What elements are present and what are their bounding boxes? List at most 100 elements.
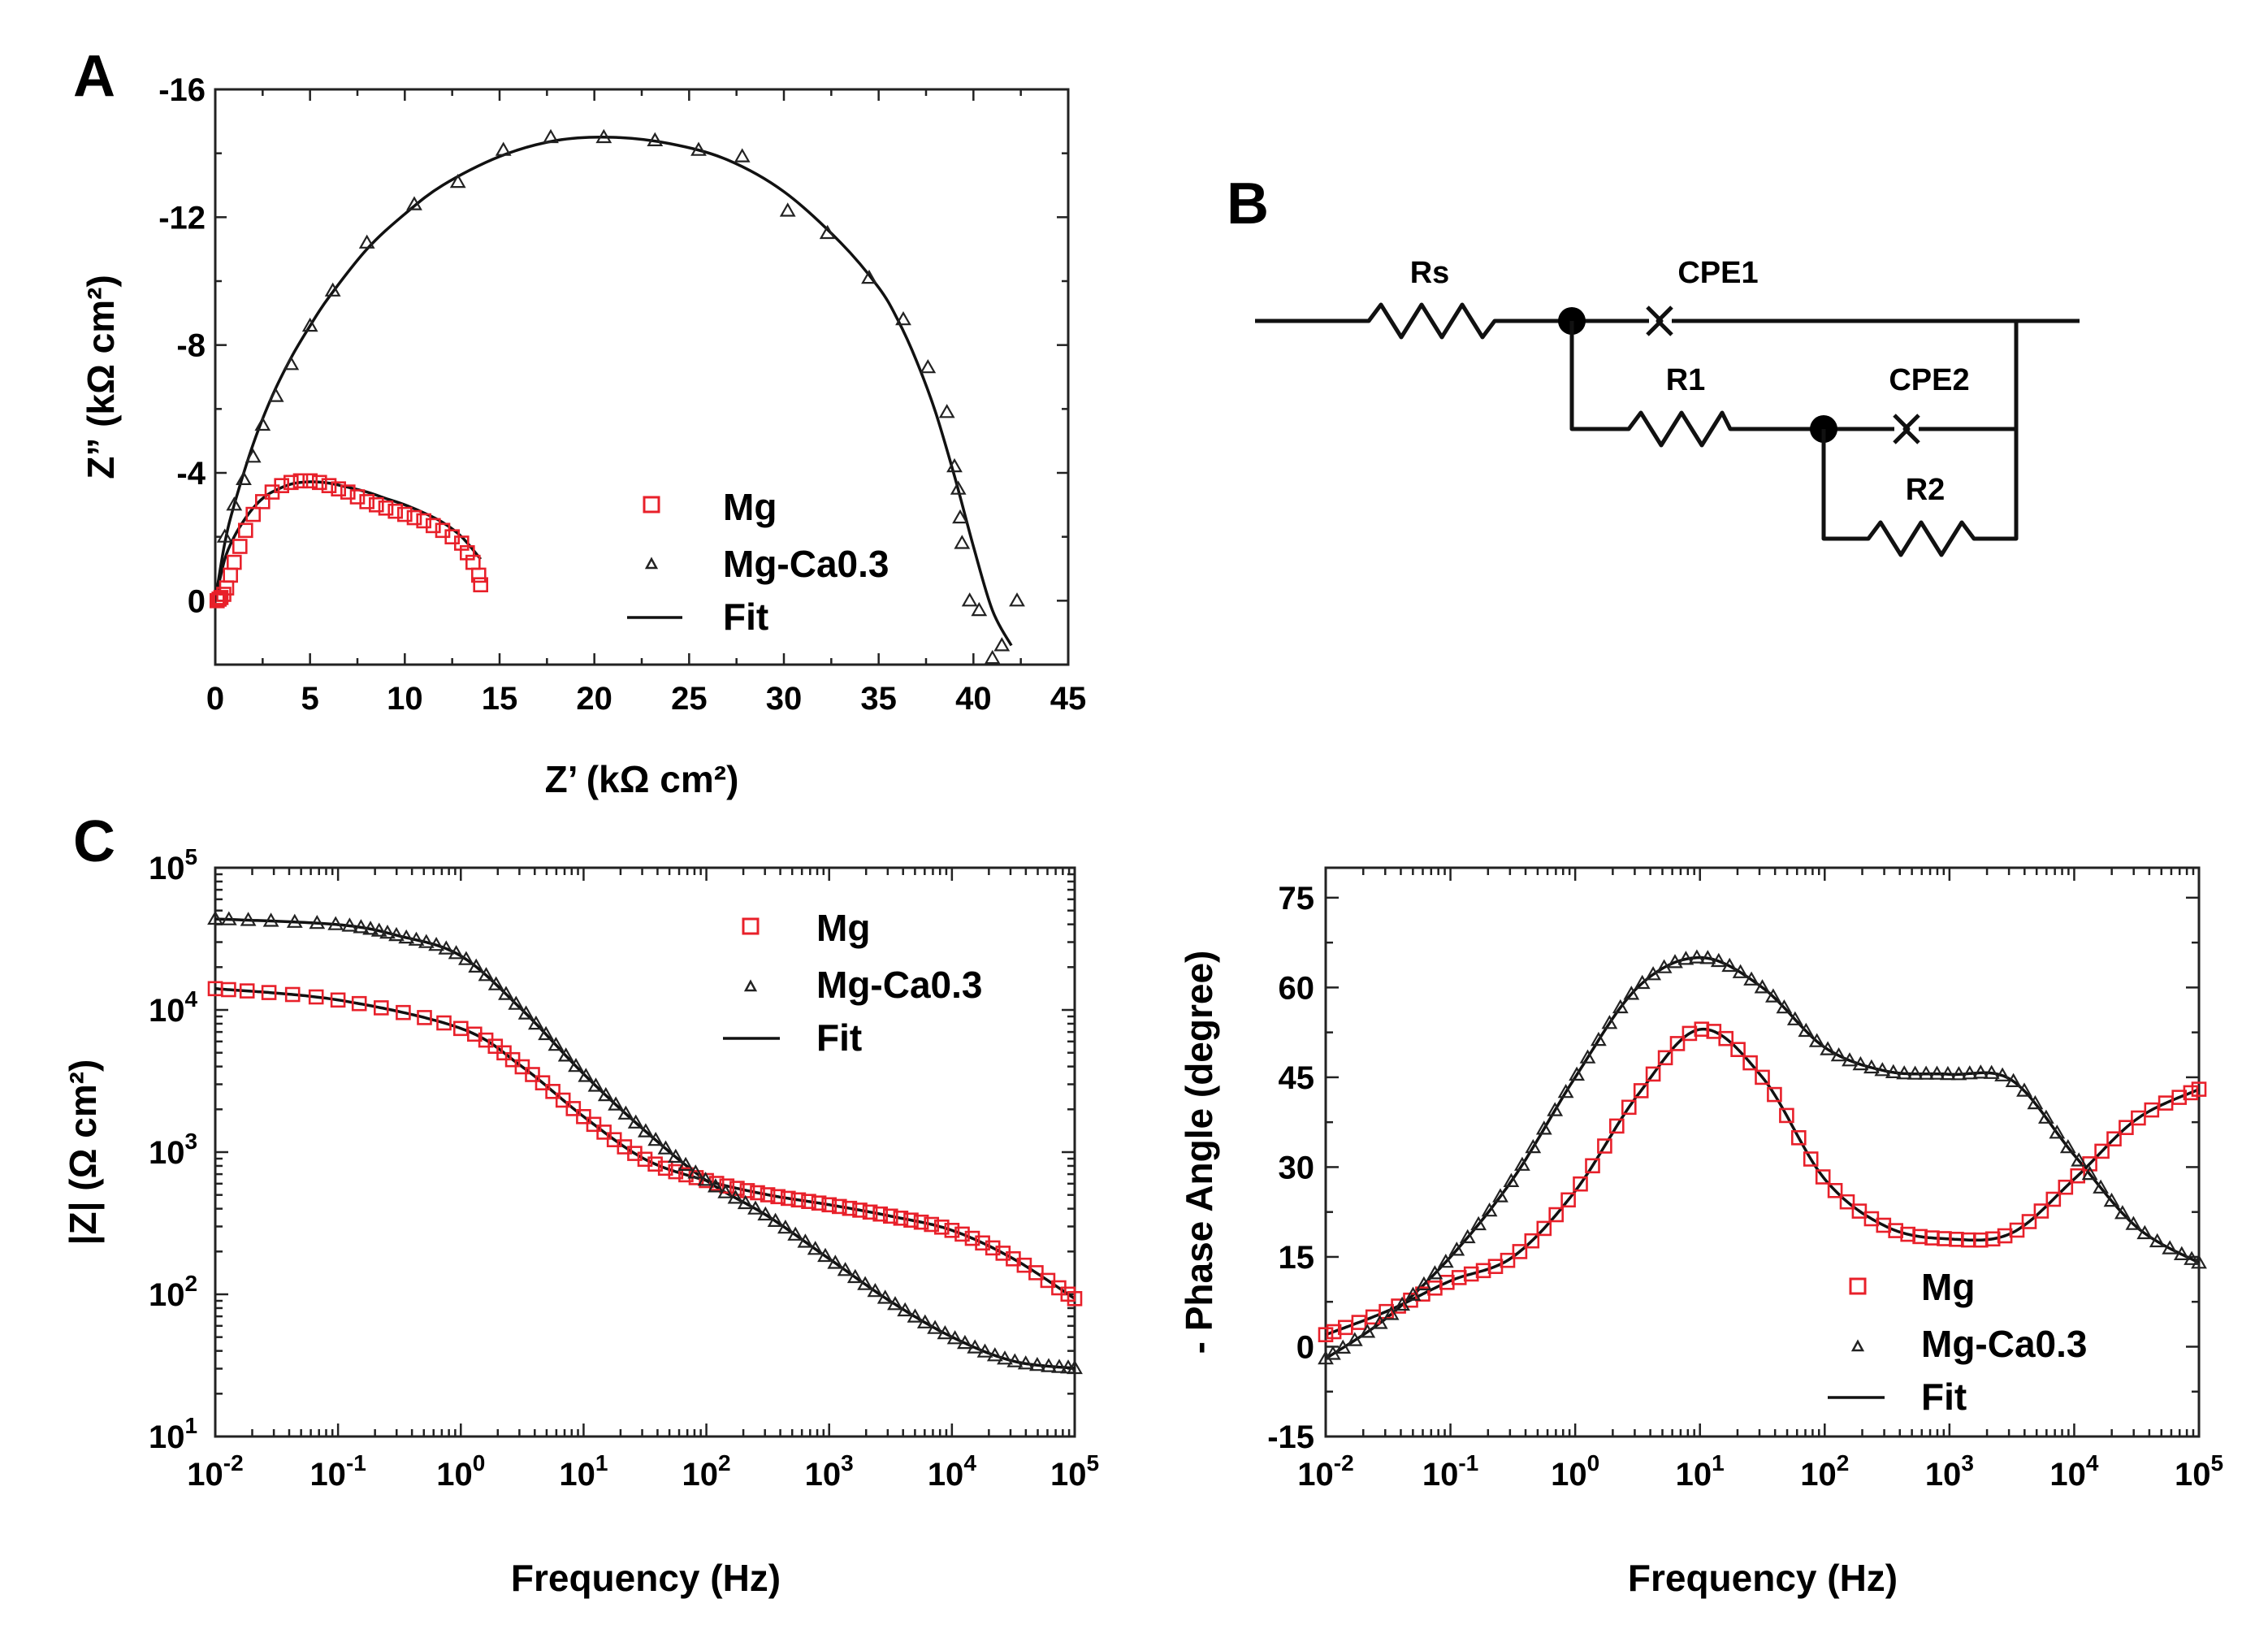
bode-impedance-y-axis-title: |Z| (Ω cm²) (62, 1060, 104, 1246)
bode-phase-mgca-point (2038, 1109, 2054, 1124)
bode-impedance-legend-mg-marker (742, 917, 760, 935)
nyquist-mg-point (396, 506, 413, 522)
bode-phase-mgca-point (1677, 951, 1695, 965)
bode-impedance-mgca-point (408, 931, 425, 946)
bode-impedance-x-axis-title: Frequency (Hz) (511, 1557, 781, 1599)
nyquist-mg-point (237, 522, 253, 539)
bode-impedance-mg-point (545, 1084, 561, 1099)
bode-phase-mgca-point (1601, 1015, 1618, 1029)
bode-impedance-mg-point (221, 982, 236, 998)
bode-phase-mg-point (2021, 1214, 2037, 1229)
nyquist-legend-fit: Fit (723, 596, 768, 638)
nyquist-legend-mgca: Mg-Ca0.3 (723, 543, 889, 585)
bode-impedance-x-tick-label: 103 (805, 1450, 854, 1493)
bode-impedance-mgca-point (937, 1324, 954, 1340)
bode-impedance-mgca-point (876, 1289, 894, 1304)
nyquist-mgca-point (961, 592, 978, 607)
bode-phase-mgca-point (1754, 979, 1771, 994)
bode-phase-x-tick-label-exponent: 4 (2086, 1450, 2099, 1476)
bode-phase-x-tick-label-base: 10 (1676, 1457, 1712, 1493)
nyquist-legend-mg-marker (643, 496, 660, 514)
bode-impedance-mg-point (985, 1240, 1001, 1256)
bode-phase-x-tick-label-base: 10 (2049, 1457, 2086, 1493)
bode-impedance-x-tick-label-exponent: -2 (223, 1450, 244, 1476)
bode-phase-mgca-point (1525, 1138, 1542, 1154)
bode-phase-x-tick-label-base: 10 (1800, 1457, 1837, 1493)
bode-impedance-mgca-point (747, 1200, 764, 1215)
bode-impedance-mgca-point (846, 1268, 863, 1284)
bode-phase-mg-point (1730, 1042, 1746, 1057)
nyquist-x-axis-title: Z’ (kΩ cm²) (545, 758, 739, 800)
nyquist-mg-point (368, 496, 384, 513)
nyquist-ticks: 0 5 10 15 20 25 30 35 40 45 0 -4 -8 -12 -16 (158, 72, 1086, 717)
bode-impedance-mg-point (647, 1156, 663, 1172)
bode-impedance-x-tick-label-base: 10 (682, 1457, 719, 1493)
bode-phase-mgca-point (2173, 1246, 2190, 1260)
bode-impedance-mgca-point (687, 1164, 704, 1179)
bode-impedance-mg-point (944, 1223, 960, 1238)
bode-impedance-mg-point (883, 1208, 898, 1224)
nyquist-mgca-point (984, 649, 1001, 665)
bode-phase-x-tick-label-exponent: 1 (1712, 1450, 1725, 1476)
bode-impedance-mg-point (396, 1004, 411, 1020)
nyquist-x-tick-label: 0 (206, 681, 224, 717)
bode-phase-mgca-point (1437, 1253, 1454, 1268)
bode-impedance-mgca-point (946, 1330, 963, 1345)
bode-impedance-x-tick-label-exponent: 3 (841, 1450, 854, 1476)
nyquist-mgca-point (993, 637, 1011, 652)
bode-impedance-mgca-point (286, 913, 303, 928)
bode-impedance-data (207, 910, 1083, 1375)
bode-impedance-mgca-point (677, 1156, 694, 1172)
circuit-rs-branch (1255, 302, 1649, 340)
bode-impedance-mgca-point (957, 1334, 973, 1350)
bode-impedance-y-tick-label-exponent: 2 (184, 1271, 197, 1296)
bode-impedance-x-tick-label: 102 (682, 1450, 731, 1493)
bode-impedance-y-tick-label-base: 10 (149, 1419, 185, 1455)
bode-phase-mg-point (2009, 1222, 2025, 1238)
bode-impedance-mgca-point (697, 1172, 714, 1186)
bode-impedance-mg-point (1028, 1265, 1044, 1280)
bode-impedance-y-tick-label-exponent: 4 (184, 986, 197, 1012)
bode-impedance-mgca-point (478, 967, 495, 982)
nyquist-mgca-point (690, 141, 707, 156)
bode-phase-mgca-point (1667, 954, 1683, 968)
bode-impedance-mgca-point (667, 1148, 684, 1164)
nyquist-mg-point (321, 478, 337, 494)
bode-impedance-mgca-point (857, 1276, 873, 1290)
bode-impedance-mgca-point (398, 929, 415, 944)
circuit-label-r1: R1 (1666, 363, 1706, 397)
bode-phase-plot: 10-2 10-1 100 101 102 103 104 105-1501530456075… (1178, 866, 2223, 1599)
bode-phase-mg-point (1573, 1176, 1588, 1192)
bode-impedance-mgca-point (568, 1057, 584, 1072)
bode-impedance-legend: Mg Mg-Ca0.3 Fit } (723, 907, 982, 1059)
nyquist-mgca-point (971, 601, 988, 617)
bode-phase-mg-point (1839, 1194, 1855, 1210)
bode-impedance-mg-point (924, 1216, 939, 1233)
bode-phase-x-tick-label-exponent: 2 (1837, 1450, 1850, 1476)
bode-impedance-mgca-point (638, 1123, 654, 1138)
bode-impedance-y-tick-label-exponent: 5 (184, 844, 197, 869)
bode-impedance-y-tick-label: 101 (149, 1413, 197, 1455)
bode-impedance-mg-point (308, 989, 324, 1005)
nyquist-mgca-point (779, 202, 796, 217)
nyquist-legend: Mg Mg-Ca0.3 Fit (627, 486, 889, 638)
bode-phase-mg-point (2106, 1131, 2122, 1146)
bode-phase-mg-point (2094, 1143, 2110, 1159)
bode-impedance-mg-point (770, 1189, 786, 1205)
bode-phase-mg-point (1755, 1069, 1770, 1086)
bode-impedance-plot: 10-2 10-1 100 101 102 103 104 10510110210310410… (62, 844, 1099, 1599)
bode-impedance-y-tick-label: 103 (149, 1129, 197, 1171)
nyquist-mgca-point (358, 234, 375, 249)
bode-impedance-mgca-point (517, 1005, 535, 1020)
bode-phase-mg-point (2183, 1085, 2199, 1101)
bode-phase-mg-point (1536, 1220, 1552, 1237)
nyquist-mg-point (425, 518, 441, 534)
panel-label-a: A (73, 44, 115, 109)
bode-phase-mg-point (1609, 1118, 1625, 1134)
bode-phase-mg-point (1851, 1203, 1868, 1219)
nyquist-mg-point (292, 473, 309, 489)
nyquist-data (209, 128, 1025, 665)
nyquist-mgca-point (950, 480, 967, 495)
nyquist-mg-point (283, 474, 299, 491)
